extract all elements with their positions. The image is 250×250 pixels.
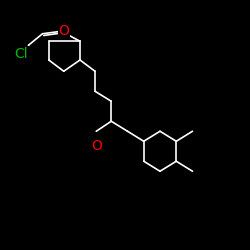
Text: Cl: Cl [14, 47, 28, 61]
Text: O: O [91, 139, 102, 153]
Text: O: O [58, 24, 69, 38]
